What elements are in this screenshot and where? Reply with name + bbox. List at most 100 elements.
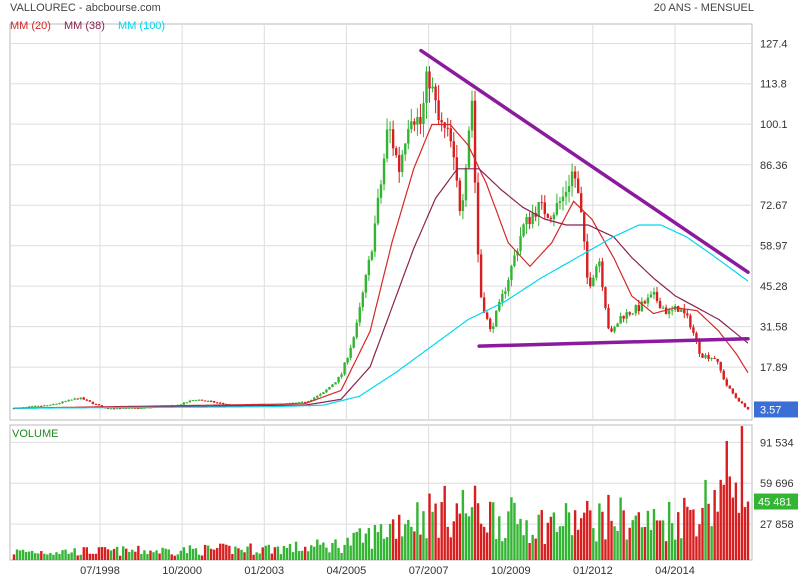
candle-body xyxy=(337,376,340,383)
x-tick-label: 10/2000 xyxy=(162,565,202,577)
volume-bar xyxy=(61,550,64,560)
volume-bar xyxy=(237,548,240,560)
candle-body xyxy=(182,402,186,405)
candle-body xyxy=(325,389,328,393)
volume-bar xyxy=(449,537,452,560)
volume-bar xyxy=(176,554,179,560)
volume-bar xyxy=(401,536,404,560)
candle-body xyxy=(128,407,131,409)
period-label[interactable]: 20 ANS - MENSUEL xyxy=(653,2,754,14)
volume-bar xyxy=(701,507,704,560)
candle-body xyxy=(200,399,204,401)
volume-bar xyxy=(279,554,283,560)
candle-body xyxy=(586,241,589,278)
volume-bar xyxy=(206,545,210,560)
last-volume-badge xyxy=(754,493,798,510)
volume-bar xyxy=(67,553,70,560)
price-tick-label: 113.8 xyxy=(760,79,787,91)
volume-bar xyxy=(498,516,501,560)
price-panel xyxy=(9,23,753,421)
last-price-label: 3.57 xyxy=(760,404,781,416)
volume-bar xyxy=(228,545,231,560)
candle-body xyxy=(746,407,750,410)
volume-bar xyxy=(464,513,468,560)
candle-body xyxy=(501,293,504,302)
candle-body xyxy=(407,129,410,144)
candle-body xyxy=(297,402,301,404)
volume-bar xyxy=(191,548,195,560)
candle-body xyxy=(701,353,704,358)
candle-body xyxy=(461,200,465,211)
candle-body xyxy=(355,322,358,338)
volume-bar xyxy=(570,535,574,560)
candle-body xyxy=(640,301,644,312)
volume-bar xyxy=(640,527,644,560)
volume-bar xyxy=(170,554,173,560)
candle-body xyxy=(570,171,574,187)
candle-body xyxy=(649,294,653,298)
candle-body xyxy=(319,394,322,396)
candle-body xyxy=(555,203,559,215)
candle-body xyxy=(528,217,531,225)
candle-body xyxy=(573,171,577,179)
legend-ma20: MM (20) xyxy=(10,20,51,32)
ma-legend: MM (20) MM (38) MM (100) xyxy=(10,20,175,32)
volume-bar xyxy=(410,526,413,560)
volume-bars xyxy=(12,426,750,560)
volume-bar xyxy=(567,512,571,560)
candle-body xyxy=(495,310,498,327)
volume-bar xyxy=(467,516,471,560)
candle-body xyxy=(137,407,140,409)
volume-bar xyxy=(103,547,107,560)
candle-body xyxy=(43,405,46,407)
candle-body xyxy=(121,407,125,409)
candle-body xyxy=(88,400,92,402)
candle-body xyxy=(109,408,113,410)
candle-body xyxy=(191,400,195,402)
volume-bar xyxy=(622,510,625,560)
candle-body xyxy=(419,117,422,124)
candle-body xyxy=(313,397,316,400)
candle-body xyxy=(67,399,70,402)
candle-body xyxy=(707,355,710,359)
volume-bar xyxy=(546,522,550,560)
legend-ma38: MM (38) xyxy=(64,20,105,32)
candle-body xyxy=(52,404,55,406)
volume-bar xyxy=(382,538,386,560)
ma-line-100 xyxy=(14,224,749,409)
volume-bar xyxy=(686,506,689,560)
candle-body xyxy=(222,403,225,405)
candle-body xyxy=(34,406,37,408)
volume-bar xyxy=(243,552,246,560)
volume-bar xyxy=(70,552,73,560)
volume-bar xyxy=(413,531,416,560)
last-volume-label: 45 481 xyxy=(758,497,792,509)
volume-bar xyxy=(300,550,304,560)
candle-body xyxy=(531,213,534,225)
candle-body xyxy=(143,407,146,409)
candle-body xyxy=(680,309,683,312)
candle-body xyxy=(364,275,368,293)
volume-bar xyxy=(152,552,155,560)
candle-body xyxy=(349,347,352,358)
candle-body xyxy=(449,128,452,142)
candle-body xyxy=(346,357,349,363)
price-tick-label: 45.28 xyxy=(760,281,788,293)
candle-body xyxy=(76,398,79,400)
volume-bar xyxy=(52,554,55,560)
volume-bar xyxy=(146,554,149,560)
volume-bar xyxy=(516,524,519,560)
candle-body xyxy=(458,180,462,211)
candle-body xyxy=(55,403,58,405)
candle-body xyxy=(64,401,67,403)
volume-bar xyxy=(658,520,662,560)
price-tick-label: 17.89 xyxy=(760,362,788,374)
candle-body xyxy=(328,386,331,390)
volume-bar xyxy=(561,526,565,560)
candle-body xyxy=(655,291,659,302)
volume-bar xyxy=(407,519,410,560)
volume-bar xyxy=(455,503,459,560)
candle-body xyxy=(564,191,568,197)
candle-body xyxy=(61,401,64,404)
candle-body xyxy=(604,287,607,308)
